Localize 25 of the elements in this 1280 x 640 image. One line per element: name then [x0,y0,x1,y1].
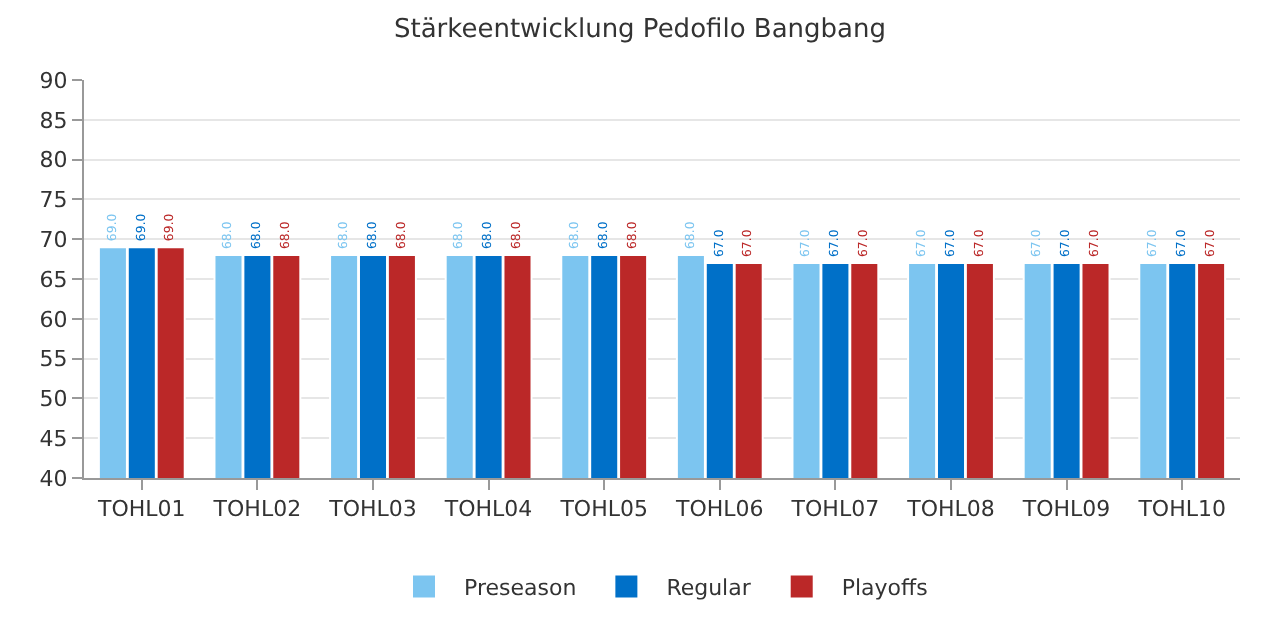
y-tick-label: 85 [39,107,68,134]
y-tick-label: 50 [39,386,68,413]
legend-label: Playoffs [841,575,929,602]
chart-title: Stärkeentwicklung Pedofilo Bangbang [393,15,887,46]
y-tick-label: 75 [39,187,68,214]
y-tick-label: 55 [39,346,68,373]
y-tick-label: 45 [39,425,68,452]
y-tick-label: 90 [39,67,68,94]
x-tick-label: TOHL01 [96,496,186,523]
y-tick-label: 65 [39,266,68,293]
x-tick-label: TOHL06 [674,496,764,523]
x-tick-label: TOHL08 [905,496,995,523]
x-tick-label: TOHL04 [442,496,533,523]
y-tick-label: 60 [39,306,68,333]
x-tick-label: TOHL10 [1136,496,1226,523]
x-tick-label: TOHL07 [789,496,880,523]
y-tick-label: 40 [39,465,68,492]
legend-label: Regular [666,575,752,602]
x-tick-label: TOHL05 [558,496,648,523]
y-tick-label: 80 [39,147,68,174]
legend-label: Preseason [464,575,577,602]
x-tick-label: TOHL03 [327,496,417,523]
x-tick-label: TOHL09 [1020,496,1111,523]
x-tick-label: TOHL02 [211,496,302,523]
y-tick-label: 70 [39,226,68,253]
